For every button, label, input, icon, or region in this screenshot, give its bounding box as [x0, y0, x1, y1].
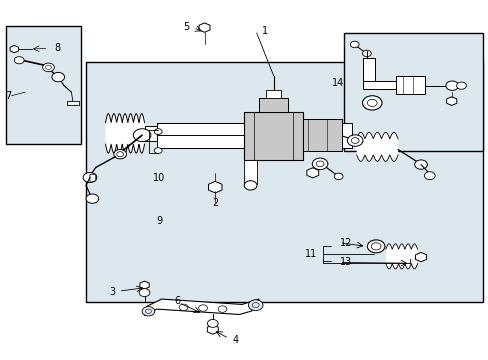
Polygon shape	[144, 299, 259, 316]
Bar	[344, 33, 483, 151]
Circle shape	[316, 161, 324, 167]
Polygon shape	[10, 45, 19, 53]
Circle shape	[366, 99, 376, 107]
Circle shape	[133, 129, 151, 141]
Circle shape	[52, 72, 64, 82]
Circle shape	[139, 289, 150, 297]
Text: 14: 14	[331, 78, 344, 88]
Bar	[144, 126, 157, 140]
Circle shape	[362, 50, 370, 57]
Text: 6: 6	[174, 296, 180, 306]
Circle shape	[14, 57, 24, 64]
Polygon shape	[208, 181, 222, 193]
Circle shape	[83, 172, 97, 183]
Text: 3: 3	[109, 287, 115, 297]
Polygon shape	[446, 97, 456, 105]
Bar	[259, 98, 288, 112]
Text: 1: 1	[261, 26, 267, 36]
Bar	[244, 112, 303, 160]
Circle shape	[154, 148, 162, 153]
Circle shape	[333, 173, 342, 180]
Text: 4: 4	[232, 334, 238, 345]
Polygon shape	[207, 325, 218, 334]
Bar	[266, 90, 281, 98]
Circle shape	[42, 63, 54, 72]
Polygon shape	[306, 168, 318, 178]
Text: 11: 11	[305, 248, 317, 258]
Text: 7: 7	[5, 91, 12, 101]
Polygon shape	[90, 174, 96, 183]
Circle shape	[207, 319, 218, 327]
Circle shape	[346, 135, 362, 146]
Circle shape	[244, 181, 256, 190]
Polygon shape	[140, 281, 149, 289]
Text: 5: 5	[183, 22, 189, 32]
Text: 12: 12	[339, 238, 351, 248]
Bar	[395, 76, 424, 94]
Bar	[362, 58, 374, 81]
Circle shape	[218, 306, 226, 312]
Circle shape	[86, 194, 99, 203]
Circle shape	[445, 81, 458, 90]
Bar	[157, 123, 351, 148]
Circle shape	[414, 160, 427, 169]
Circle shape	[117, 152, 123, 157]
Bar	[5, 26, 81, 144]
Text: 13: 13	[339, 257, 351, 267]
Polygon shape	[415, 252, 426, 262]
Text: 8: 8	[54, 43, 61, 53]
Circle shape	[456, 82, 466, 89]
Bar	[362, 81, 403, 89]
Circle shape	[252, 303, 259, 308]
Circle shape	[198, 305, 207, 311]
Text: 10: 10	[153, 173, 165, 183]
Circle shape	[114, 149, 126, 159]
Circle shape	[145, 309, 151, 314]
Text: 9: 9	[156, 216, 162, 226]
Circle shape	[366, 240, 384, 253]
Circle shape	[350, 138, 358, 143]
Circle shape	[142, 307, 155, 316]
Circle shape	[179, 304, 187, 311]
Text: 2: 2	[212, 198, 218, 208]
Circle shape	[370, 243, 380, 250]
Circle shape	[154, 129, 162, 134]
Circle shape	[362, 96, 381, 110]
Circle shape	[349, 41, 358, 48]
Circle shape	[248, 300, 263, 311]
Bar	[303, 119, 341, 151]
Polygon shape	[67, 101, 79, 105]
Circle shape	[424, 172, 434, 180]
Bar	[244, 160, 256, 184]
Circle shape	[45, 65, 51, 69]
Polygon shape	[199, 23, 209, 32]
Bar	[86, 62, 483, 302]
Circle shape	[312, 158, 327, 170]
